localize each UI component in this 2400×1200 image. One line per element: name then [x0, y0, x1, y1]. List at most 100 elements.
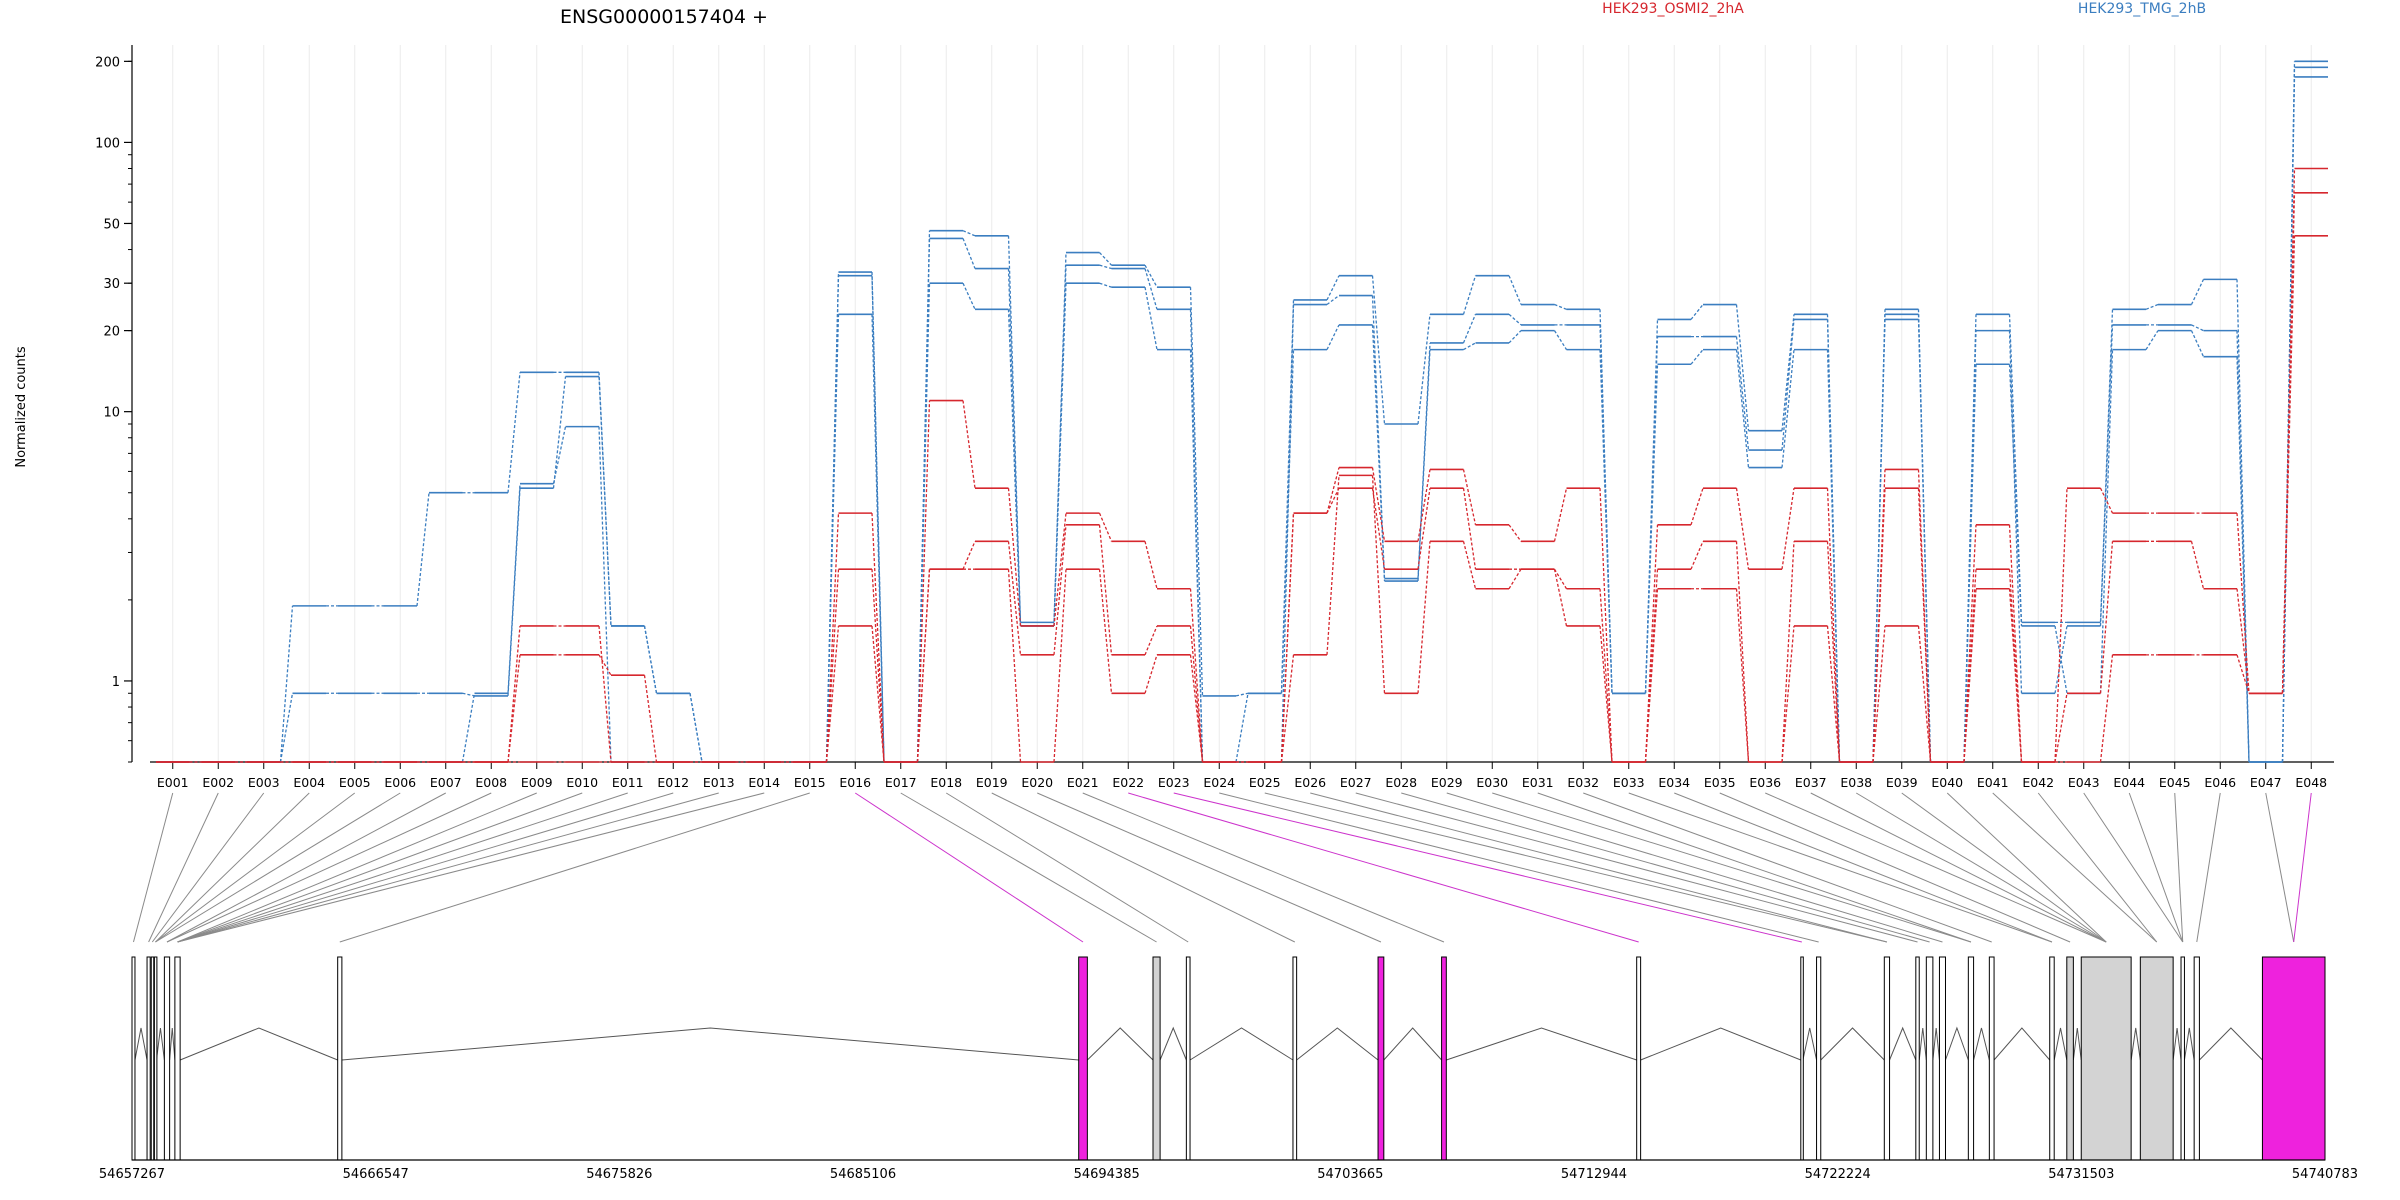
bin-connector	[1173, 792, 1802, 943]
exon-box	[150, 956, 155, 1161]
series-1	[156, 66, 2328, 763]
x-tick-label: E015	[794, 775, 826, 790]
intron	[1296, 1027, 1379, 1061]
exon-box	[1441, 956, 1447, 1161]
bin-connector	[177, 792, 765, 943]
intron	[1820, 1027, 1885, 1061]
x-tick-label: E039	[1886, 775, 1918, 790]
exon-box	[1377, 956, 1385, 1161]
coordinate-tick-label: 54712944	[1561, 1167, 1627, 1182]
intron	[2130, 1027, 2141, 1061]
y-tick-label: 100	[95, 136, 120, 151]
bin-connector	[1446, 792, 1943, 943]
x-tick-label: E048	[2295, 775, 2327, 790]
x-tick-label: E035	[1704, 775, 1736, 790]
x-tick-label: E017	[885, 775, 917, 790]
x-tick-label: E042	[2022, 775, 2054, 790]
y-tick-label: 200	[95, 55, 120, 70]
x-tick-label: E007	[430, 775, 462, 790]
bin-connector	[1492, 792, 1972, 943]
x-tick-label: E037	[1795, 775, 1827, 790]
legend: HEK293_OSMI2_2hA HEK293_TMG_2hB	[1602, 1, 2206, 17]
legend-entry-osmi2: HEK293_OSMI2_2hA	[1602, 1, 1744, 17]
bin-connector	[2174, 792, 2184, 943]
bin-connector	[177, 792, 674, 943]
exon-box	[174, 956, 181, 1161]
exon-box	[1988, 956, 1995, 1161]
x-tick-label: E029	[1431, 775, 1463, 790]
intron	[2172, 1027, 2182, 1061]
x-tick-label: E014	[748, 775, 780, 790]
coordinate-tick-label: 54675826	[586, 1167, 652, 1182]
bin-connector	[1810, 792, 2107, 943]
exon-box	[1915, 956, 1920, 1161]
x-tick-label: E028	[1385, 775, 1417, 790]
series-line	[189, 76, 2296, 763]
intron	[2199, 1027, 2263, 1061]
bin-connector	[133, 792, 174, 943]
x-tick-label: E030	[1476, 775, 1508, 790]
bin-connector	[177, 792, 719, 943]
x-tick-label: E036	[1749, 775, 1781, 790]
bin-connector	[854, 792, 1084, 943]
bin-connector	[148, 792, 219, 943]
bin-connector	[1082, 792, 1445, 943]
series-line	[189, 61, 2296, 763]
y-tick-label: 30	[103, 277, 120, 292]
bin-connector	[1992, 792, 2158, 943]
x-tick-label: E003	[248, 775, 280, 790]
exon-box	[2180, 956, 2185, 1161]
intron	[1087, 1027, 1154, 1061]
x-tick-label: E043	[2068, 775, 2100, 790]
x-tick-label: E040	[1931, 775, 1963, 790]
series-layer	[156, 60, 2328, 763]
x-tick-label: E004	[293, 775, 325, 790]
intron	[1383, 1027, 1442, 1061]
intron	[1802, 1027, 1818, 1061]
intron	[1446, 1027, 1637, 1061]
x-axis: E001 E002 E003 E004 E005 E006 E007 E008 E009 E010…	[150, 761, 2334, 790]
intron	[1918, 1027, 1927, 1061]
bin-connector	[1719, 792, 2071, 943]
series-2	[156, 76, 2328, 763]
exon-box	[1078, 956, 1088, 1161]
x-tick-label: E013	[703, 775, 735, 790]
bin-connector	[177, 792, 537, 943]
bin-connector	[1583, 792, 1992, 943]
x-tick-label: E041	[1977, 775, 2009, 790]
intron	[156, 1027, 165, 1061]
bin-connector	[991, 792, 1296, 943]
x-tick-label: E012	[657, 775, 689, 790]
bin-connector	[900, 792, 1157, 943]
bin-connector	[1901, 792, 2107, 943]
x-tick-label: E019	[976, 775, 1008, 790]
bin-connector	[945, 792, 1189, 943]
vertical-gridlines	[172, 45, 2312, 762]
bin-to-exon-connectors	[133, 792, 2312, 943]
bin-connector	[1855, 792, 2107, 943]
x-tick-label: E023	[1158, 775, 1190, 790]
coordinate-tick-label: 54722224	[1805, 1167, 1871, 1182]
intron	[1159, 1026, 1187, 1061]
series-line	[189, 235, 2296, 763]
chart-title: ENSG00000157404 +	[560, 6, 768, 28]
x-tick-label: E047	[2250, 775, 2282, 790]
bin-connector	[155, 792, 356, 943]
exon-box	[2049, 956, 2055, 1161]
bin-connector	[1946, 792, 2107, 943]
exon-box	[1800, 956, 1804, 1161]
exon-box	[146, 956, 151, 1161]
series-3	[156, 167, 2328, 763]
exon-box	[1292, 956, 1298, 1161]
bin-connector	[2037, 792, 2158, 943]
intron	[2072, 1027, 2082, 1061]
y-tick-label: 1	[112, 675, 120, 690]
x-tick-label: E038	[1840, 775, 1872, 790]
bin-connector	[1628, 792, 2053, 943]
x-tick-label: E024	[1203, 775, 1235, 790]
bin-connector	[177, 792, 583, 943]
coordinate-tick-label: 54694385	[1074, 1167, 1140, 1182]
x-tick-label: E002	[202, 775, 234, 790]
bin-connector	[1264, 792, 1888, 943]
exon-box	[1152, 956, 1161, 1161]
